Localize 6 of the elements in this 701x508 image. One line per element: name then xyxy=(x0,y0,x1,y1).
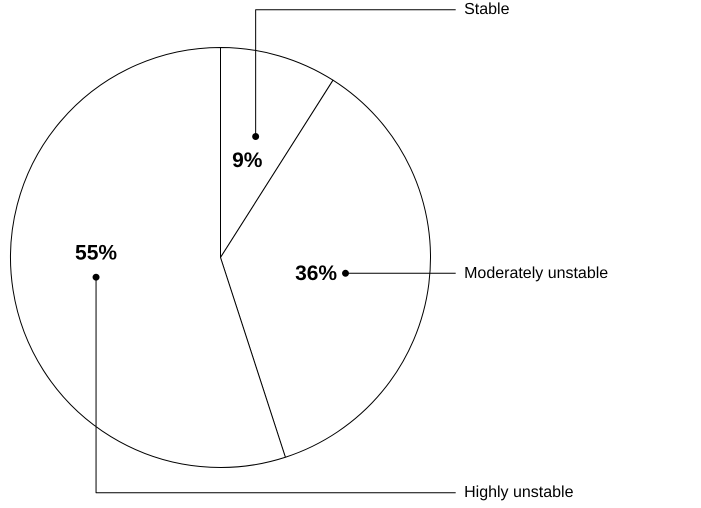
data-label: 36% xyxy=(295,262,338,285)
slice-label: Stable xyxy=(464,1,510,18)
slice-label: Highly unstable xyxy=(464,484,574,502)
slice-label: Moderately unstable xyxy=(464,264,608,282)
data-label: 55% xyxy=(75,242,118,265)
data-label: 9% xyxy=(232,149,263,172)
